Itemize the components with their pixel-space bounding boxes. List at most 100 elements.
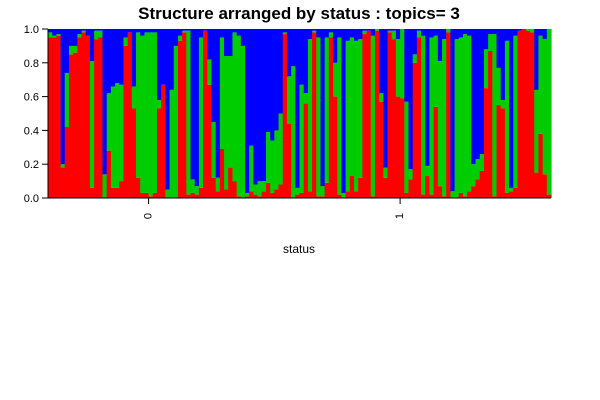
bar-segment <box>454 29 460 40</box>
bar-segment <box>303 93 309 104</box>
bar-segment <box>94 39 99 198</box>
bar-segment <box>488 34 493 51</box>
bar-segment <box>467 35 472 192</box>
bar-segment <box>324 29 330 38</box>
bar-segment <box>291 66 296 199</box>
bar-segment <box>249 29 254 146</box>
bar-segment <box>303 29 309 94</box>
bar-segment <box>177 29 183 36</box>
bar-segment <box>437 186 443 198</box>
bar-segment <box>286 76 292 124</box>
bar-segment <box>140 29 146 36</box>
bar-segment <box>102 174 108 198</box>
bar-segment <box>261 181 267 192</box>
bar-segment <box>89 29 95 62</box>
bar-segment <box>362 29 368 31</box>
bar-segment <box>349 176 355 198</box>
bar-segment <box>504 192 510 198</box>
bar-segment <box>219 29 225 38</box>
bar-segment <box>257 181 263 197</box>
bar-segment <box>169 89 175 198</box>
bar-segment <box>471 186 477 198</box>
bar-segment <box>429 194 435 198</box>
bar-segment <box>458 29 464 38</box>
bar-segment <box>425 165 431 177</box>
bar-segment <box>467 191 472 198</box>
bar-segment <box>89 61 95 188</box>
bar-segment <box>73 52 78 198</box>
bar-segment <box>148 32 154 197</box>
bar-segment <box>353 29 359 41</box>
bar-segment <box>395 39 401 97</box>
bar-segment <box>77 34 83 38</box>
bar-segment <box>504 29 510 41</box>
bar-segment <box>433 35 439 107</box>
bar-segment <box>144 192 150 198</box>
bar-segment <box>333 96 338 198</box>
bar-segment <box>169 29 175 90</box>
x-tick-label: 0 <box>143 213 155 219</box>
bar-segment <box>370 196 376 198</box>
bar-segment <box>337 29 343 38</box>
bar-segment <box>265 182 271 198</box>
bar-segment <box>374 29 380 31</box>
bar-segment <box>358 29 363 40</box>
bar-segment <box>156 99 162 109</box>
bar-segment <box>73 29 78 46</box>
bar-segment <box>140 192 146 198</box>
bar-segment <box>60 29 66 165</box>
bar-segment <box>94 30 99 40</box>
bar-segment <box>282 29 288 33</box>
bar-segment <box>48 32 53 38</box>
chart-title: Structure arranged by status : topics= 3 <box>138 4 460 23</box>
bar-segment <box>358 39 363 178</box>
bar-segment <box>307 191 313 198</box>
bar-segment <box>240 45 246 199</box>
bar-segment <box>324 182 330 198</box>
bar-segment <box>194 194 200 198</box>
bar-segment <box>328 32 334 38</box>
bar-segment <box>249 145 254 192</box>
bar-segment <box>462 29 468 35</box>
bar-segment <box>525 30 531 198</box>
bar-segment <box>299 192 305 198</box>
bar-segment <box>81 32 87 198</box>
bar-segment <box>391 39 397 198</box>
bar-segment <box>362 30 368 35</box>
bar-segment <box>48 37 53 199</box>
bar-segment <box>538 29 544 36</box>
bar-segment <box>274 29 280 131</box>
bar-segment <box>295 29 301 188</box>
bar-segment <box>224 56 229 190</box>
bar-segment <box>534 89 540 173</box>
bar-segment <box>345 40 351 192</box>
bar-segment <box>144 32 150 193</box>
bar-segment <box>312 30 317 33</box>
bar-segment <box>286 29 292 77</box>
bar-segment <box>68 29 74 46</box>
bar-segment <box>349 29 355 38</box>
y-tick-label: 0.0 <box>24 193 39 205</box>
bar-segment <box>387 30 393 33</box>
bar-segment <box>203 30 208 198</box>
bar-segment <box>395 96 401 198</box>
bar-segment <box>131 108 137 198</box>
bar-segment <box>228 167 234 198</box>
bar-segment <box>136 32 141 178</box>
bar-segment <box>110 29 116 87</box>
bar-segment <box>316 29 322 38</box>
bar-segment <box>232 29 238 33</box>
bar-segment <box>471 164 477 187</box>
bar-segment <box>282 34 288 198</box>
bar-segment <box>299 84 305 193</box>
bar-segment <box>219 148 225 198</box>
bar-segment <box>144 29 150 33</box>
bar-segment <box>52 37 57 199</box>
bar-segment <box>500 108 506 198</box>
bar-segment <box>303 103 309 198</box>
bar-segment <box>379 101 384 198</box>
bar-segment <box>219 37 225 149</box>
bar-segment <box>496 29 502 68</box>
